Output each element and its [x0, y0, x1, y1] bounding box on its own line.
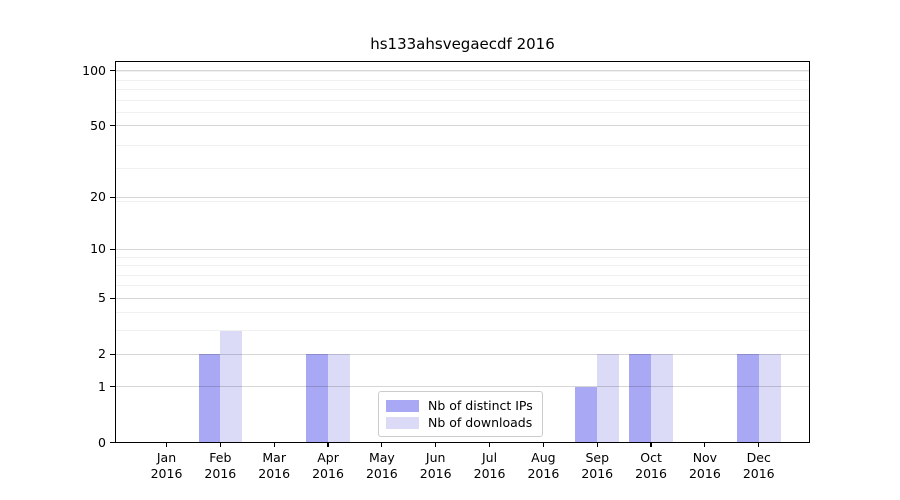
major-gridline	[116, 248, 809, 250]
y-tick-mark	[110, 442, 115, 443]
x-tick-label-nov: Nov 2016	[688, 450, 721, 481]
x-tick-label-jun: Jun 2016	[419, 450, 452, 481]
legend-label-distinct-ips: Nb of distinct IPs	[428, 398, 533, 413]
legend-entry-distinct-ips: Nb of distinct IPs	[386, 397, 533, 414]
x-tick-label-may: May 2016	[365, 450, 398, 481]
x-tick-mark	[273, 443, 275, 447]
y-tick-label: 5	[98, 290, 106, 306]
bar-apr-s1	[328, 354, 350, 442]
x-tick-label-jul: Jul 2016	[473, 450, 506, 481]
y-tick-label: 1	[98, 378, 106, 394]
minor-gridline	[116, 99, 809, 101]
bar-sep-s1	[597, 354, 620, 442]
major-gridline	[116, 297, 809, 299]
y-tick-mark	[110, 196, 115, 198]
x-tick-label-mar: Mar 2016	[258, 450, 291, 481]
bar-apr-s0	[306, 354, 329, 442]
bar-feb-s1	[220, 330, 243, 442]
y-tick-mark	[110, 125, 115, 127]
x-tick-mark	[542, 443, 544, 447]
x-tick-label-apr: Apr 2016	[312, 450, 344, 481]
y-tick-label: 50	[90, 117, 106, 133]
major-gridline	[116, 196, 809, 198]
minor-gridline	[116, 200, 809, 202]
minor-gridline	[116, 79, 809, 81]
x-tick-mark	[650, 443, 652, 447]
y-tick-mark	[110, 353, 115, 355]
y-tick-mark	[110, 297, 115, 299]
x-tick-label-sep: Sep 2016	[581, 450, 614, 481]
y-tick-label: 2	[98, 346, 106, 362]
minor-gridline	[116, 256, 809, 258]
bar-oct-s1	[651, 354, 673, 442]
x-tick-label-aug: Aug 2016	[527, 450, 560, 481]
minor-gridline	[116, 168, 809, 170]
minor-gridline	[116, 71, 809, 73]
x-tick-mark	[704, 443, 706, 447]
x-tick-mark	[381, 443, 383, 447]
y-tick-label: 10	[90, 241, 106, 257]
x-tick-mark	[758, 443, 760, 447]
bar-dec-s1	[758, 354, 781, 442]
minor-gridline	[116, 330, 809, 332]
legend-swatch-distinct-ips	[386, 399, 419, 412]
chart-title: hs133ahsvegaecdf 2016	[370, 35, 555, 53]
bar-dec-s0	[736, 354, 759, 442]
minor-gridline	[116, 112, 809, 114]
plot-area	[115, 61, 810, 443]
major-gridline	[116, 125, 809, 127]
y-tick-label: 100	[82, 62, 106, 78]
legend-entry-downloads: Nb of downloads	[386, 414, 533, 431]
x-tick-label-oct: Oct 2016	[635, 450, 667, 481]
minor-gridline	[116, 312, 809, 314]
y-tick-mark	[110, 386, 115, 388]
bar-sep-s0	[575, 386, 598, 442]
y-tick-mark	[110, 248, 115, 250]
x-tick-mark	[488, 443, 491, 447]
minor-gridline	[116, 274, 809, 276]
x-tick-mark	[435, 443, 437, 447]
x-tick-label-feb: Feb 2016	[204, 450, 237, 481]
x-tick-label-jan: Jan 2016	[150, 450, 183, 481]
legend-label-downloads: Nb of downloads	[428, 415, 533, 430]
major-gridline	[116, 70, 809, 72]
minor-gridline	[116, 285, 809, 287]
x-tick-label-dec: Dec 2016	[742, 450, 775, 481]
x-tick-mark	[165, 443, 168, 447]
legend-swatch-downloads	[386, 416, 419, 429]
x-tick-mark	[327, 443, 329, 447]
minor-gridline	[116, 89, 809, 91]
bar-feb-s0	[198, 354, 221, 442]
major-gridline	[116, 353, 809, 355]
y-tick-mark	[110, 70, 115, 72]
legend: Nb of distinct IPs Nb of downloads	[378, 391, 543, 437]
x-tick-mark	[596, 443, 598, 447]
y-tick-label: 0	[98, 434, 106, 450]
major-gridline	[116, 386, 809, 388]
minor-gridline	[116, 265, 809, 267]
y-tick-label: 20	[90, 189, 106, 205]
x-tick-mark	[219, 443, 221, 447]
minor-gridline	[116, 144, 809, 146]
bar-oct-s0	[629, 354, 652, 442]
